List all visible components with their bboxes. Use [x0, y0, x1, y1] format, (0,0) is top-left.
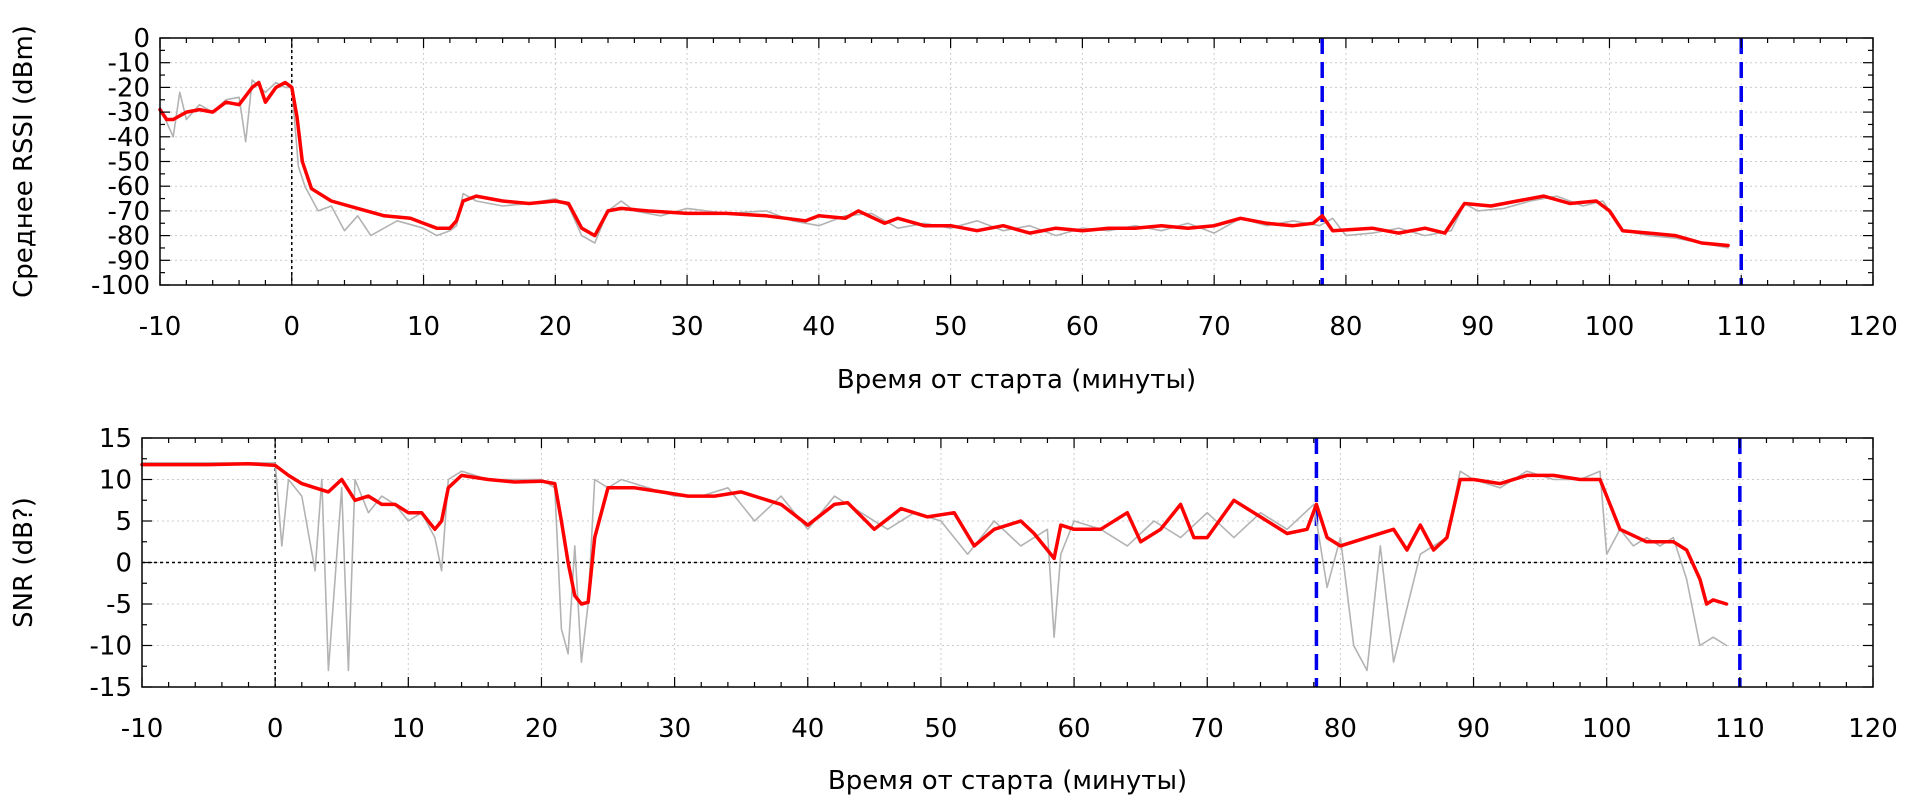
- x-axis-label: Время от старта (минуты): [828, 766, 1187, 796]
- x-tick-label: 90: [1457, 714, 1490, 744]
- x-tick-label: 0: [267, 714, 284, 744]
- x-tick-label: 70: [1191, 714, 1224, 744]
- chart-panel-1: -10 0 10 20 30 40 50 60 70 80 90 100 110 1200-10-20-3…: [9, 24, 1898, 395]
- x-tick-label: 30: [658, 714, 691, 744]
- y-tick-label: 10: [99, 466, 132, 496]
- y-tick-label: 0: [133, 24, 150, 54]
- series-line-raw: [159, 79, 1729, 249]
- x-tick-label: -10: [139, 312, 181, 342]
- x-tick-label: 90: [1461, 312, 1494, 342]
- x-tick-label: 120: [1848, 714, 1898, 744]
- x-tick-label: 10: [407, 312, 440, 342]
- x-tick-label: 70: [1198, 312, 1231, 342]
- x-axis-label: Время от старта (минуты): [837, 365, 1196, 395]
- y-tick-label: 0: [115, 549, 132, 579]
- x-tick-label: 0: [283, 312, 300, 342]
- x-tick-label: 50: [924, 714, 957, 744]
- x-tick-label: 20: [539, 312, 572, 342]
- x-tick-label: 40: [791, 714, 824, 744]
- y-axis-label: Среднее RSSI (dBm): [9, 25, 39, 298]
- y-tick-label: -20: [108, 73, 150, 103]
- x-tick-label: 60: [1058, 714, 1091, 744]
- y-tick-label: -10: [90, 632, 132, 662]
- x-tick-label: 110: [1715, 714, 1765, 744]
- x-tick-label: 110: [1716, 312, 1766, 342]
- y-tick-label: -5: [106, 590, 132, 620]
- y-tick-label: -60: [108, 172, 150, 202]
- y-tick-label: -80: [108, 222, 150, 252]
- x-tick-label: 100: [1585, 312, 1635, 342]
- y-axis-label: SNR (dB?): [9, 497, 39, 628]
- y-tick-label: -40: [108, 123, 150, 153]
- x-tick-label: 80: [1324, 714, 1357, 744]
- y-tick-label: -50: [108, 148, 150, 178]
- chart-panel-2: -10 0 10 20 30 40 50 60 70 80 90 100 110 120151050-5-…: [9, 424, 1898, 796]
- x-tick-label: 50: [934, 312, 967, 342]
- series-line-raw: [141, 462, 1728, 672]
- x-tick-label: 60: [1066, 312, 1099, 342]
- y-tick-label: 15: [99, 424, 132, 454]
- y-tick-label: -30: [108, 98, 150, 128]
- x-tick-label: 100: [1582, 714, 1632, 744]
- y-tick-label: 5: [115, 507, 132, 537]
- x-tick-label: 20: [525, 714, 558, 744]
- x-tick-label: 120: [1848, 312, 1898, 342]
- series-line-smoothed: [140, 461, 1729, 606]
- x-tick-label: 40: [802, 312, 835, 342]
- x-tick-label: 30: [671, 312, 704, 342]
- x-tick-label: 10: [392, 714, 425, 744]
- y-tick-label: -100: [91, 271, 150, 301]
- x-tick-label: 80: [1329, 312, 1362, 342]
- series-line-smoothed: [158, 80, 1730, 248]
- y-tick-label: -15: [90, 673, 132, 703]
- y-tick-label: -10: [108, 49, 150, 79]
- x-tick-label: -10: [121, 714, 163, 744]
- y-tick-label: -70: [108, 197, 150, 227]
- y-tick-label: -90: [108, 246, 150, 276]
